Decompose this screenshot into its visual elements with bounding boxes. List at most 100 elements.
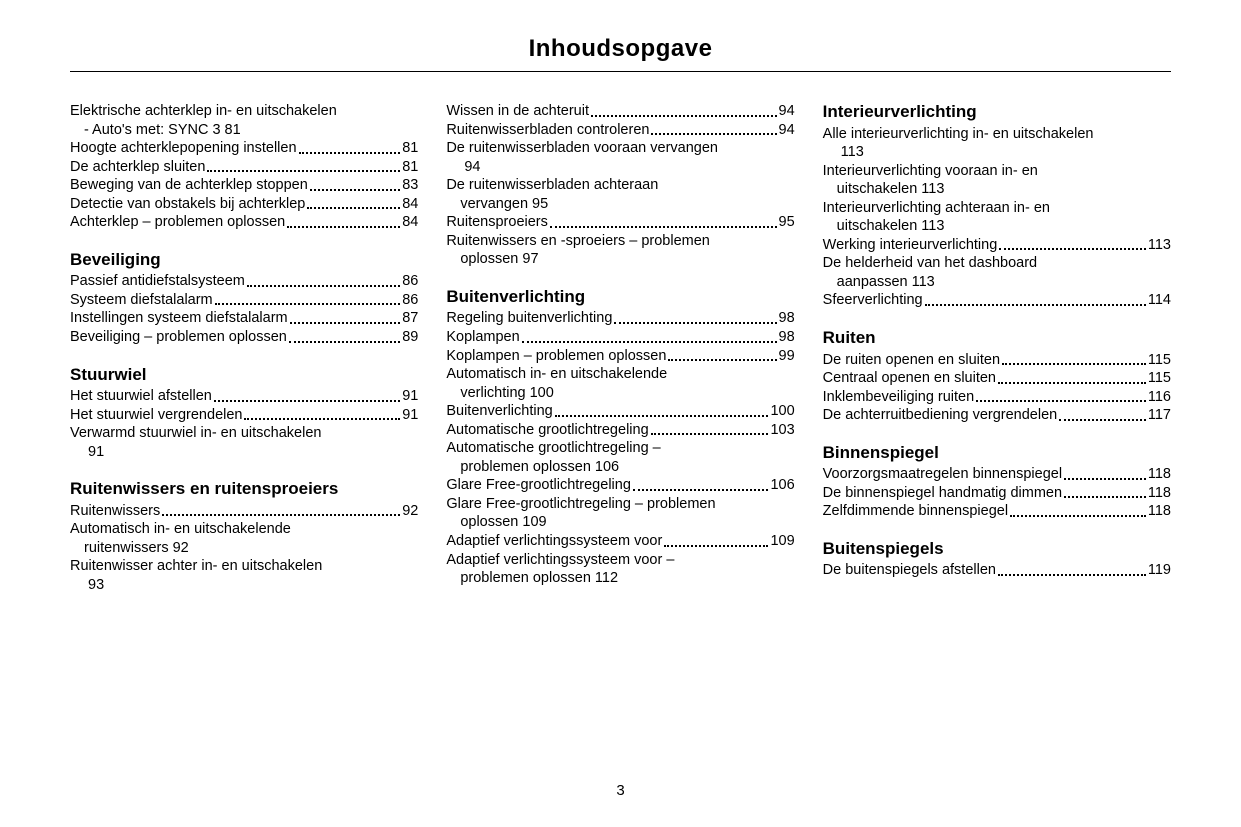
toc-entry[interactable]: Hoogte achterklepopening instellen81: [70, 139, 418, 158]
toc-entry[interactable]: Instellingen systeem diefstalalarm87: [70, 309, 418, 328]
toc-entry[interactable]: Centraal openen en sluiten115: [823, 369, 1171, 388]
toc-page-number: 86: [402, 272, 418, 291]
toc-entry-text: Alle interieurverlichting in- en uitscha…: [823, 125, 1171, 144]
toc-entry-text: Ruitenwisserbladen controleren: [446, 121, 649, 140]
page-title: Inhoudsopgave: [70, 35, 1171, 63]
toc-entry[interactable]: Beweging van de achterklep stoppen83: [70, 176, 418, 195]
toc-entry[interactable]: Passief antidiefstalsysteem 86: [70, 272, 418, 291]
toc-entry[interactable]: Beveiliging – problemen oplossen89: [70, 328, 418, 347]
toc-page-number: 118: [1148, 465, 1171, 484]
toc-entry-line: Instellingen systeem diefstalalarm87: [70, 309, 418, 328]
toc-page-number: 92: [173, 540, 189, 556]
toc-entry-line: De achterruitbediening vergrendelen117: [823, 406, 1171, 425]
toc-entry-text: Sfeerverlichting: [823, 291, 923, 310]
toc-dots: [999, 248, 1146, 250]
toc-entry[interactable]: Automatisch in- en uitschakelenderuitenw…: [70, 520, 418, 557]
toc-entry[interactable]: Zelfdimmende binnenspiegel118: [823, 502, 1171, 521]
toc-entry[interactable]: Het stuurwiel afstellen91: [70, 387, 418, 406]
toc-entry[interactable]: Systeem diefstalalarm86: [70, 291, 418, 310]
section-heading: Buitenverlichting: [446, 287, 794, 307]
toc-entry-text: Elektrische achterklep in- en uitschakel…: [70, 102, 418, 121]
toc-entry[interactable]: Adaptief verlichtingssysteem voor109: [446, 532, 794, 551]
toc-dots: [664, 545, 768, 547]
toc-entry[interactable]: Automatische grootlichtregeling –problem…: [446, 439, 794, 476]
toc-entry[interactable]: De achterklep sluiten81: [70, 158, 418, 177]
toc-page-number: 98: [779, 328, 795, 347]
toc-entry[interactable]: Ruitenwisser achter in- en uitschakelen9…: [70, 557, 418, 594]
toc-dots: [1059, 419, 1146, 421]
toc-entry[interactable]: Interieurverlichting achteraan in- enuit…: [823, 199, 1171, 236]
toc-entry[interactable]: Glare Free-grootlichtregeling – probleme…: [446, 495, 794, 532]
toc-entry[interactable]: De ruitenwisserbladen achteraanvervangen…: [446, 176, 794, 213]
toc-dots: [522, 341, 777, 343]
toc-entry-text: De buitenspiegels afstellen: [823, 561, 996, 580]
toc-dots: [307, 207, 400, 209]
toc-entry[interactable]: Automatisch in- en uitschakelendeverlich…: [446, 365, 794, 402]
toc-entry[interactable]: Verwarmd stuurwiel in- en uitschakelen91: [70, 424, 418, 461]
toc-dots: [633, 489, 769, 491]
toc-entry[interactable]: De binnenspiegel handmatig dimmen118: [823, 484, 1171, 503]
toc-entry[interactable]: Automatische grootlichtregeling103: [446, 421, 794, 440]
toc-column: Elektrische achterklep in- en uitschakel…: [70, 102, 418, 595]
toc-entry-line: Koplampen – problemen oplossen99: [446, 347, 794, 366]
toc-entry-text: Ruitensproeiers: [446, 213, 548, 232]
toc-entry[interactable]: Ruitenwisserbladen controleren 94: [446, 121, 794, 140]
toc-entry-subtext: aanpassen: [837, 274, 908, 290]
toc-entry[interactable]: Het stuurwiel vergrendelen91: [70, 406, 418, 425]
toc-entry[interactable]: Voorzorgsmaatregelen binnenspiegel118: [823, 465, 1171, 484]
toc-entry-text: Hoogte achterklepopening instellen: [70, 139, 297, 158]
toc-dots: [555, 415, 769, 417]
toc-entry[interactable]: Adaptief verlichtingssysteem voor –probl…: [446, 551, 794, 588]
toc-entry[interactable]: Ruitenwissers92: [70, 502, 418, 521]
toc-entry-line: Beweging van de achterklep stoppen83: [70, 176, 418, 195]
toc-entry-line: Ruitenwisserbladen controleren 94: [446, 121, 794, 140]
toc-entry[interactable]: De helderheid van het dashboardaanpassen…: [823, 254, 1171, 291]
toc-page-number: 84: [402, 195, 418, 214]
toc-page-number: 81: [225, 122, 241, 138]
toc-entry[interactable]: Detectie van obstakels bij achterklep84: [70, 195, 418, 214]
toc-entry-line: De ruiten openen en sluiten115: [823, 351, 1171, 370]
toc-entry[interactable]: Interieurverlichting vooraan in- enuitsc…: [823, 162, 1171, 199]
toc-entry[interactable]: Buitenverlichting100: [446, 402, 794, 421]
toc-entry[interactable]: Regeling buitenverlichting98: [446, 309, 794, 328]
toc-entry[interactable]: De ruitenwisserbladen vooraan vervangen9…: [446, 139, 794, 176]
toc-entry[interactable]: Glare Free-grootlichtregeling106: [446, 476, 794, 495]
toc-entry-line: Passief antidiefstalsysteem 86: [70, 272, 418, 291]
toc-page-number: 114: [1148, 291, 1171, 310]
toc-entry[interactable]: Ruitenwissers en -sproeiers – problemeno…: [446, 232, 794, 269]
toc-dots: [668, 359, 776, 361]
toc-entry[interactable]: Koplampen98: [446, 328, 794, 347]
toc-column: InterieurverlichtingAlle interieurverlic…: [823, 102, 1171, 595]
toc-entry-text: Beweging van de achterklep stoppen: [70, 176, 308, 195]
toc-entry[interactable]: De ruiten openen en sluiten115: [823, 351, 1171, 370]
toc-entry-line: Buitenverlichting100: [446, 402, 794, 421]
toc-page-number: 116: [1148, 388, 1171, 407]
toc-entry-text: Automatische grootlichtregeling –: [446, 439, 794, 458]
toc-entry[interactable]: Werking interieurverlichting113: [823, 236, 1171, 255]
toc-entry[interactable]: Sfeerverlichting 114: [823, 291, 1171, 310]
toc-page-number: 94: [779, 121, 795, 140]
toc-entry[interactable]: De achterruitbediening vergrendelen117: [823, 406, 1171, 425]
toc-entry-text: Wissen in de achteruit: [446, 102, 589, 121]
toc-entry[interactable]: Alle interieurverlichting in- en uitscha…: [823, 125, 1171, 162]
toc-page-number: 113: [841, 144, 864, 160]
toc-entry[interactable]: Inklembeveiliging ruiten116: [823, 388, 1171, 407]
toc-entry-text: De ruitenwisserbladen vooraan vervangen: [446, 139, 794, 158]
toc-entry[interactable]: Achterklep – problemen oplossen84: [70, 213, 418, 232]
toc-entry-line: Inklembeveiliging ruiten116: [823, 388, 1171, 407]
toc-entry[interactable]: Ruitensproeiers95: [446, 213, 794, 232]
section-heading: Buitenspiegels: [823, 539, 1171, 559]
toc-page-number: 113: [921, 181, 944, 197]
toc-entry[interactable]: Koplampen – problemen oplossen99: [446, 347, 794, 366]
toc-entry-subline: uitschakelen113: [823, 217, 1171, 236]
toc-entry[interactable]: Elektrische achterklep in- en uitschakel…: [70, 102, 418, 139]
toc-entry-text: Automatisch in- en uitschakelende: [446, 365, 794, 384]
toc-entry[interactable]: Wissen in de achteruit94: [446, 102, 794, 121]
toc-dots: [998, 382, 1146, 384]
title-divider: [70, 71, 1171, 72]
toc-entry-subline: vervangen95: [446, 195, 794, 214]
toc-entry-text: Adaptief verlichtingssysteem voor: [446, 532, 662, 551]
toc-dots: [591, 115, 777, 117]
toc-entry-text: Passief antidiefstalsysteem: [70, 272, 245, 291]
toc-entry[interactable]: De buitenspiegels afstellen119: [823, 561, 1171, 580]
